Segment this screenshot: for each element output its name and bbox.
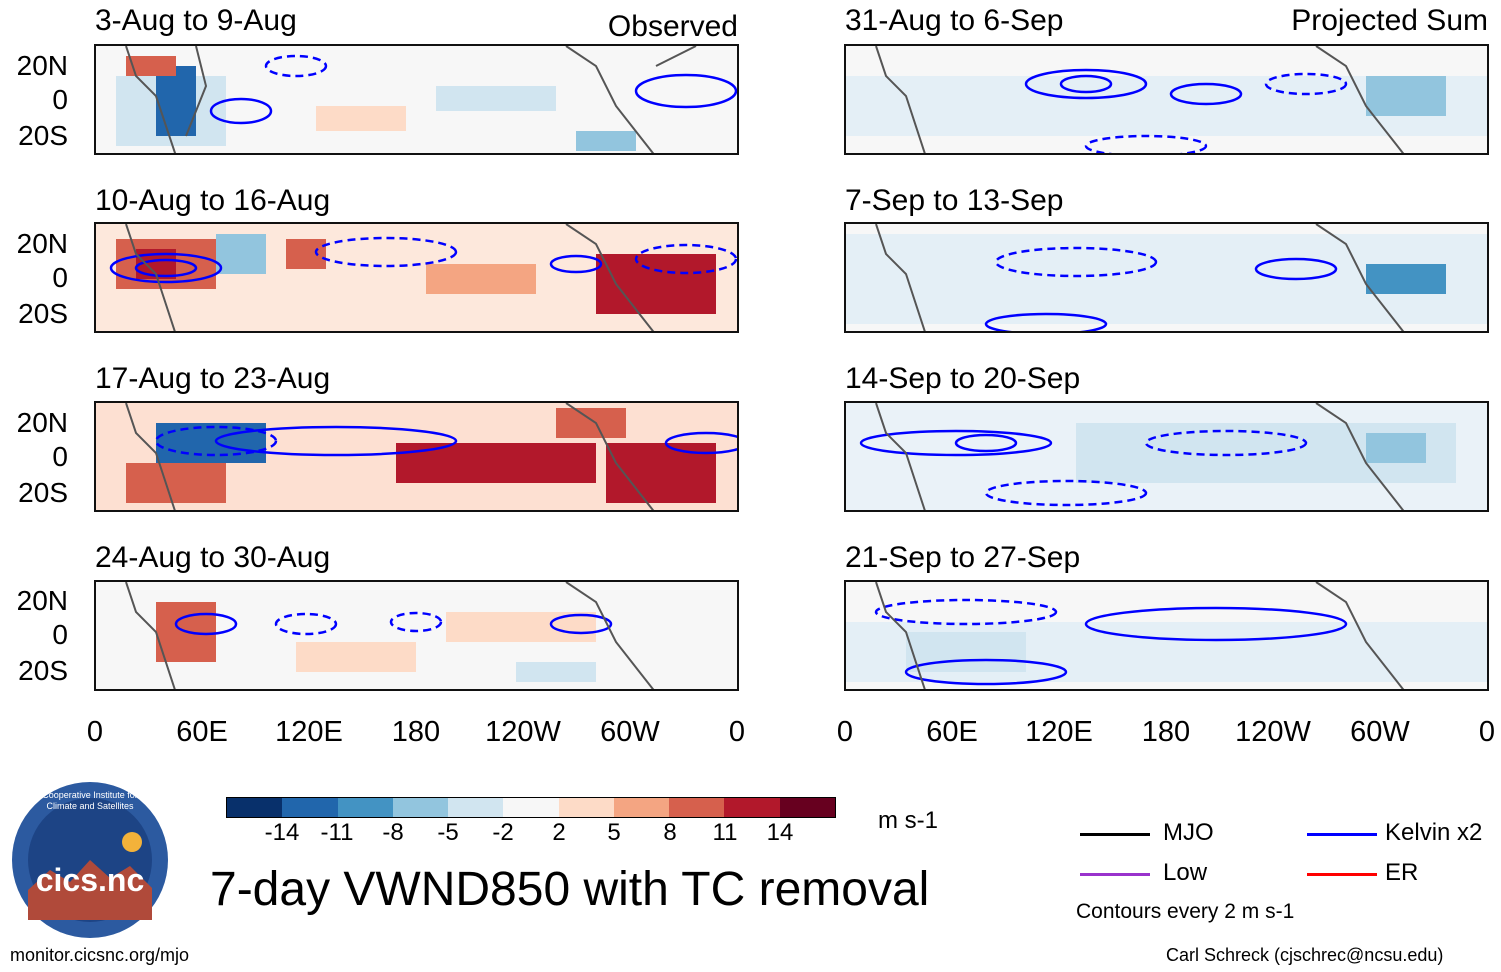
lon-label-60w: 60W	[600, 716, 660, 748]
panel-title-obs-2: 10-Aug to 16-Aug	[95, 184, 331, 217]
map-panel-obs-1	[94, 44, 739, 155]
colorbar-label: 8	[663, 819, 677, 846]
lat-label-20s: 20S	[18, 477, 68, 508]
colorbar-swatch	[613, 798, 670, 817]
panel-title-proj-1: 31-Aug to 6-Sep	[845, 4, 1064, 37]
legend-label-low: Low	[1163, 859, 1208, 886]
lon-label-0: 0	[86, 716, 104, 748]
footer-right: Carl Schreck (cjschrec@ncsu.edu)	[1166, 945, 1444, 965]
main-title: 7-day VWND850 with TC removal	[210, 863, 930, 916]
map-panel-proj-3	[844, 401, 1489, 512]
projected-header: Projected Sum	[1291, 4, 1488, 37]
lat-label-eq: 0	[52, 262, 68, 293]
lon-label-60e: 60E	[926, 716, 978, 748]
logo-ring-text: Cooperative Institute for Climate and Sa…	[42, 790, 138, 811]
lat-label-20s: 20S	[18, 298, 68, 329]
lat-label-eq: 0	[52, 441, 68, 472]
lat-label-eq: 0	[52, 619, 68, 650]
lon-label-0: 0	[836, 716, 854, 748]
colorbar-swatch	[724, 798, 780, 817]
legend-line-er	[1307, 873, 1377, 876]
legend-label-kelvin: Kelvin x2	[1385, 819, 1483, 846]
lat-label-20n: 20N	[16, 228, 68, 259]
panel-title-obs-1: 3-Aug to 9-Aug	[95, 4, 297, 37]
colorbar-swatch	[503, 798, 559, 817]
footer-left: monitor.cicsnc.org/mjo	[10, 945, 190, 965]
colorbar-swatch	[227, 798, 283, 817]
colorbar-label: 14	[766, 819, 794, 846]
map-panel-proj-2	[844, 222, 1489, 333]
lat-label-20s: 20S	[18, 655, 68, 686]
lon-label-60w: 60W	[1350, 716, 1410, 748]
map-panel-obs-3	[94, 401, 739, 512]
colorbar-swatch	[448, 798, 504, 817]
logo-text: cics.nc	[35, 862, 145, 898]
legend-label-er: ER	[1385, 859, 1419, 886]
legend-line-kelvin	[1307, 833, 1377, 836]
colorbar-label: -5	[437, 819, 459, 846]
lat-label-20n: 20N	[16, 50, 68, 81]
lat-label-eq: 0	[52, 84, 68, 115]
panel-title-obs-3: 17-Aug to 23-Aug	[95, 362, 331, 395]
colorbar-swatch	[779, 798, 835, 817]
legend-line-mjo	[1080, 833, 1150, 836]
colorbar-label: -8	[382, 819, 404, 846]
lon-label-120w: 120W	[1235, 716, 1311, 748]
lat-label-20n: 20N	[16, 407, 68, 438]
map-panel-proj-1	[844, 44, 1489, 155]
colorbar-units: m s-1	[878, 807, 938, 834]
colorbar-label: 5	[607, 819, 621, 846]
lon-label-120e: 120E	[1025, 716, 1093, 748]
map-panel-obs-4	[94, 580, 739, 691]
lon-label-180: 180	[1141, 716, 1191, 748]
panel-title-proj-4: 21-Sep to 27-Sep	[845, 541, 1081, 574]
colorbar-swatch	[282, 798, 338, 817]
colorbar-swatch	[558, 798, 614, 817]
lon-label-0-end: 0	[728, 716, 746, 748]
legend-note: Contours every 2 m s-1	[1076, 900, 1295, 923]
cics-logo: cics.nc Cooperative Institute for Climat…	[10, 780, 170, 940]
colorbar-label: -11	[320, 819, 354, 846]
lon-label-0-end: 0	[1478, 716, 1496, 748]
colorbar-label: 11	[712, 819, 738, 846]
panel-title-proj-2: 7-Sep to 13-Sep	[845, 184, 1064, 217]
lon-label-180: 180	[391, 716, 441, 748]
map-panel-obs-2	[94, 222, 739, 333]
colorbar-label: -2	[492, 819, 514, 846]
colorbar-label: 2	[552, 819, 566, 846]
colorbar-swatch	[392, 798, 449, 817]
panel-title-obs-4: 24-Aug to 30-Aug	[95, 541, 331, 574]
colorbar-label: -14	[264, 819, 300, 846]
colorbar	[226, 797, 836, 818]
lon-label-60e: 60E	[176, 716, 228, 748]
map-panel-proj-4	[844, 580, 1489, 691]
legend-line-low	[1080, 873, 1150, 876]
colorbar-swatch	[669, 798, 725, 817]
lat-label-20n: 20N	[16, 585, 68, 616]
legend-label-mjo: MJO	[1163, 819, 1214, 846]
lon-label-120e: 120E	[275, 716, 343, 748]
lat-label-20s: 20S	[18, 120, 68, 151]
colorbar-swatch	[337, 798, 393, 817]
observed-header: Observed	[607, 10, 738, 43]
lon-label-120w: 120W	[485, 716, 561, 748]
panel-title-proj-3: 14-Sep to 20-Sep	[845, 362, 1081, 395]
